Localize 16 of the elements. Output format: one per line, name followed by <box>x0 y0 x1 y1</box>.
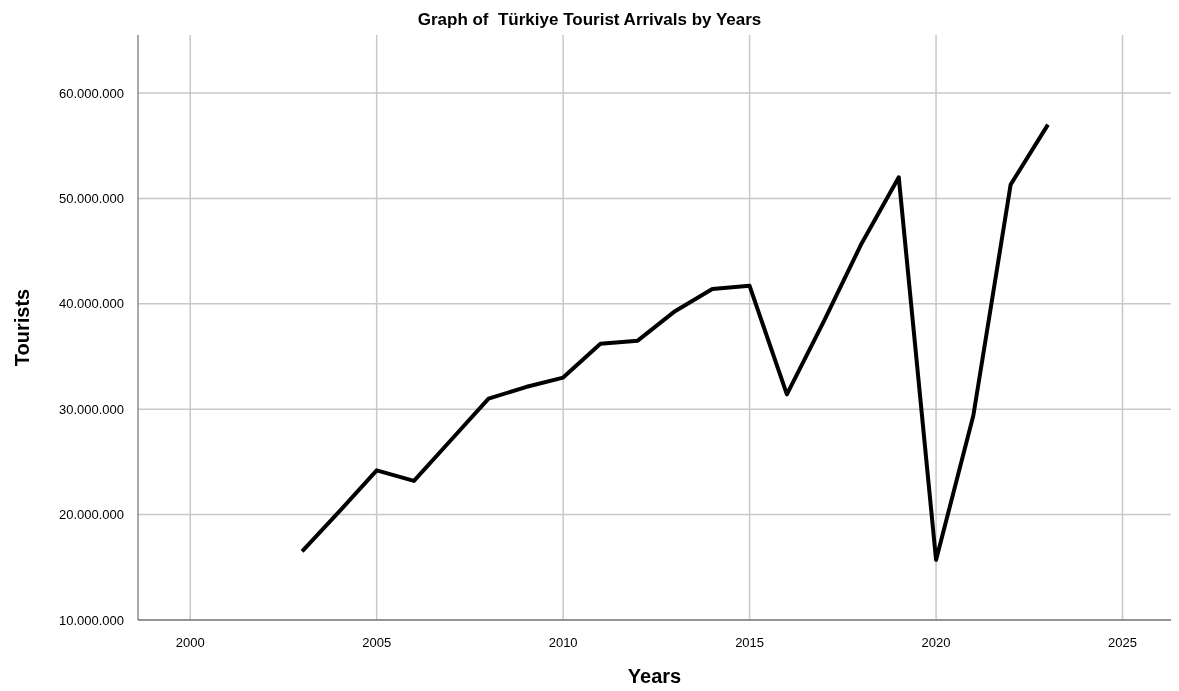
y-tick-label: 10.000.000 <box>58 612 124 628</box>
y-tick-label: 40.000.000 <box>58 296 124 312</box>
x-tick-label: 2020 <box>921 635 951 651</box>
y-tick-label: 20.000.000 <box>58 507 124 523</box>
x-tick-label: 2025 <box>1108 635 1137 651</box>
y-tick-label: 30.000.000 <box>58 401 124 417</box>
chart-title: Graph of Türkiye Tourist Arrivals by Years <box>416 10 763 30</box>
y-tick-label: 50.000.000 <box>58 190 124 206</box>
x-tick-label: 2000 <box>175 635 205 651</box>
x-tick-label: 2005 <box>362 635 392 651</box>
x-axis-title: Years <box>627 665 682 687</box>
y-tick-label: 60.000.000 <box>58 85 124 101</box>
x-tick-label: 2015 <box>735 635 765 651</box>
y-axis-title: Tourists <box>11 288 34 367</box>
x-tick-label: 2010 <box>548 635 578 651</box>
line-series <box>300 122 1050 562</box>
